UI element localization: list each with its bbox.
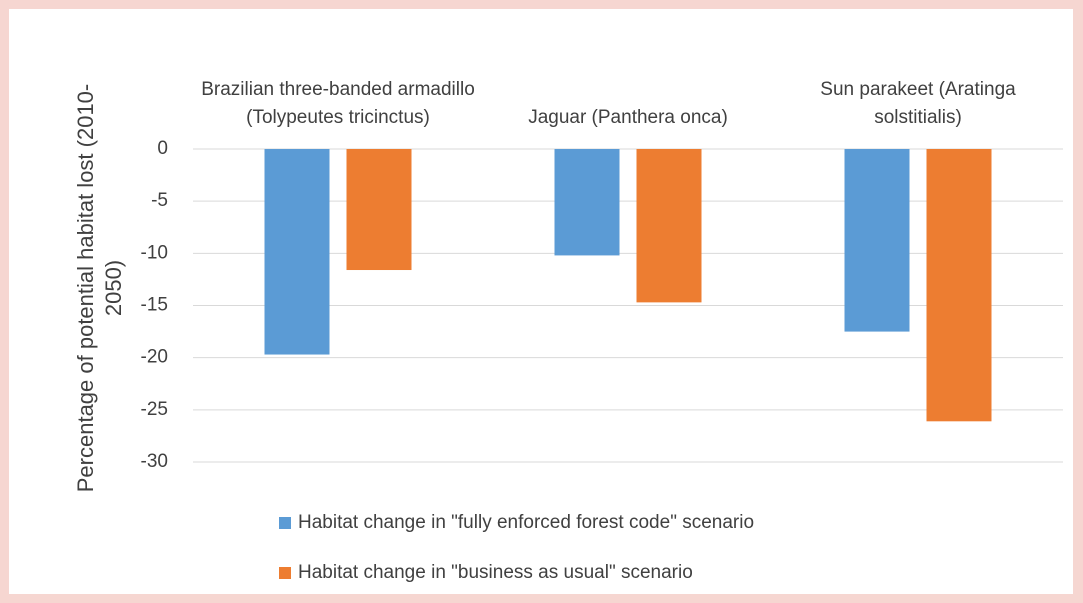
bar (264, 149, 330, 355)
y-tick-label: -25 (141, 399, 168, 420)
category-label: Jaguar (Panthera onca) (528, 107, 728, 128)
category-label: Sun parakeet (Aratinga solstitialis) (820, 79, 1016, 128)
legend-label: Habitat change in "business as usual" sc… (298, 562, 693, 583)
y-tick-label: -10 (141, 242, 168, 263)
bar (346, 149, 412, 271)
bar (636, 149, 702, 303)
bar (844, 149, 910, 332)
y-tick-label: -15 (141, 295, 168, 316)
y-tick-label: -5 (151, 190, 168, 211)
y-tick-label: -20 (141, 347, 168, 368)
bar (554, 149, 620, 256)
legend-swatch (279, 517, 291, 529)
y-tick-label: 0 (157, 138, 168, 159)
bar (926, 149, 992, 422)
legend-swatch (279, 567, 291, 579)
y-tick-label: -30 (141, 451, 168, 472)
category-label: Brazilian three-banded armadillo (Tolype… (201, 79, 475, 128)
legend-label: Habitat change in "fully enforced forest… (298, 512, 754, 533)
y-axis-label: Percentage of potential habitat lost (20… (73, 83, 126, 493)
